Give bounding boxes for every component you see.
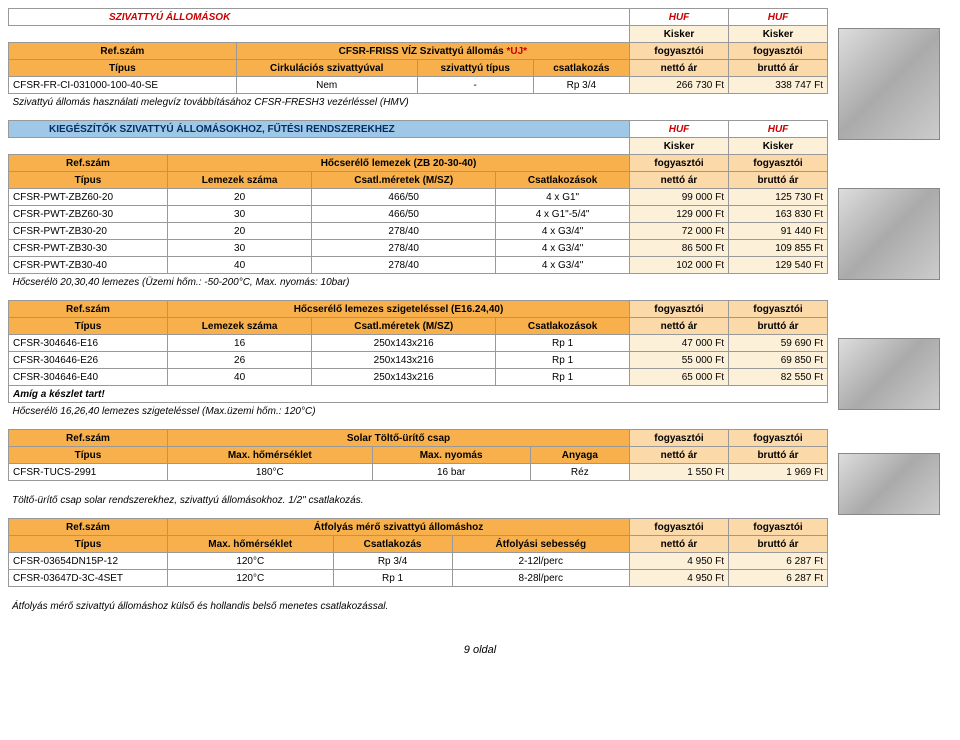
block2-table: KIEGÉSZÍTŐK SZIVATTYÚ ÁLLOMÁSOKHOZ, FŰTÉ…: [8, 120, 828, 290]
page: SZIVATTYÚ ÁLLOMÁSOK HUF HUF Kisker Kiske…: [8, 8, 952, 656]
block5-table: Ref.szám Átfolyás mérő szivattyú állomás…: [8, 518, 828, 587]
table-row: CFSR-304646-E1616250x143x216Rp 147 000 F…: [9, 335, 828, 352]
cur1: HUF: [630, 9, 729, 26]
table-row: CFSR-03654DN15P-12120°CRp 3/42-12l/perc4…: [9, 553, 828, 570]
block4-table: Ref.szám Solar Töltő-ürítő csap fogyaszt…: [8, 429, 828, 481]
product-image-2: [838, 188, 940, 280]
line1: CFSR-FRISS VÍZ Szivattyú állomás *UJ*: [236, 43, 629, 60]
block1-table: SZIVATTYÚ ÁLLOMÁSOK HUF HUF Kisker Kiske…: [8, 8, 828, 110]
table-row: CFSR-PWT-ZBZ60-2020466/504 x G1"99 000 F…: [9, 189, 828, 206]
table-row: CFSR-PWT-ZB30-4040278/404 x G3/4"102 000…: [9, 257, 828, 274]
cur2: HUF: [729, 9, 828, 26]
product-image-1: [838, 28, 940, 140]
sub2: Kisker: [729, 26, 828, 43]
table-row: CFSR-PWT-ZBZ60-3030466/504 x G1"-5/4"129…: [9, 206, 828, 223]
refszam: Ref.szám: [9, 43, 237, 60]
product-image-3: [838, 338, 940, 410]
table-row: CFSR-304646-E4040250x143x216Rp 165 000 F…: [9, 369, 828, 386]
block1-title: SZIVATTYÚ ÁLLOMÁSOK: [9, 9, 630, 26]
table-row: CFSR-03647D-3C-4SET120°CRp 18-28l/perc4 …: [9, 570, 828, 587]
sub1: Kisker: [630, 26, 729, 43]
table-row: CFSR-PWT-ZB30-2020278/404 x G3/4"72 000 …: [9, 223, 828, 240]
table-row: CFSR-304646-E2626250x143x216Rp 155 000 F…: [9, 352, 828, 369]
block3-table: Ref.szám Hőcserélő lemezes szigeteléssel…: [8, 300, 828, 419]
product-image-4: [838, 453, 940, 515]
table-row: CFSR-PWT-ZB30-3030278/404 x G3/4"86 500 …: [9, 240, 828, 257]
page-footer: 9 oldal: [8, 644, 952, 656]
